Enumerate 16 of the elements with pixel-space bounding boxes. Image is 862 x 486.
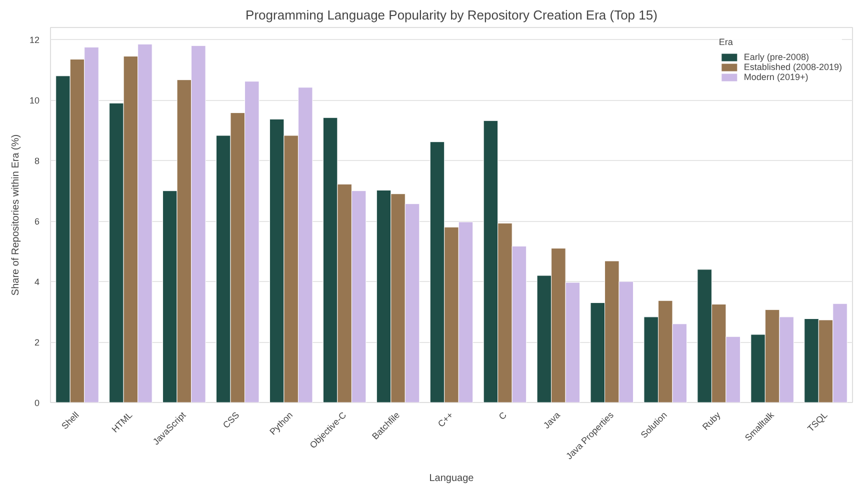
y-tick-label: 8 <box>34 156 40 166</box>
x-axis-title: Language <box>429 472 474 484</box>
y-tick-label: 2 <box>34 338 40 348</box>
y-tick-label: 4 <box>34 277 40 288</box>
y-tick-label: 0 <box>34 398 40 408</box>
y-tick-label: 6 <box>34 216 40 227</box>
legend-title: Era <box>718 37 734 47</box>
chart-title: Programming Language Popularity by Repository Creation Era (Top 15) <box>246 8 658 22</box>
y-axis-title: Share of Repositories within Era (%) <box>10 134 22 296</box>
y-tick-label: 12 <box>29 35 40 46</box>
x-tick-label: C <box>496 410 509 422</box>
x-tick-label: C++ <box>436 410 456 430</box>
legend-label: Established (2008-2019) <box>744 62 842 72</box>
legend-label: Early (pre-2008) <box>744 52 809 62</box>
legend-label: Modern (2019+) <box>744 72 808 82</box>
y-tick-label: 10 <box>29 96 40 106</box>
